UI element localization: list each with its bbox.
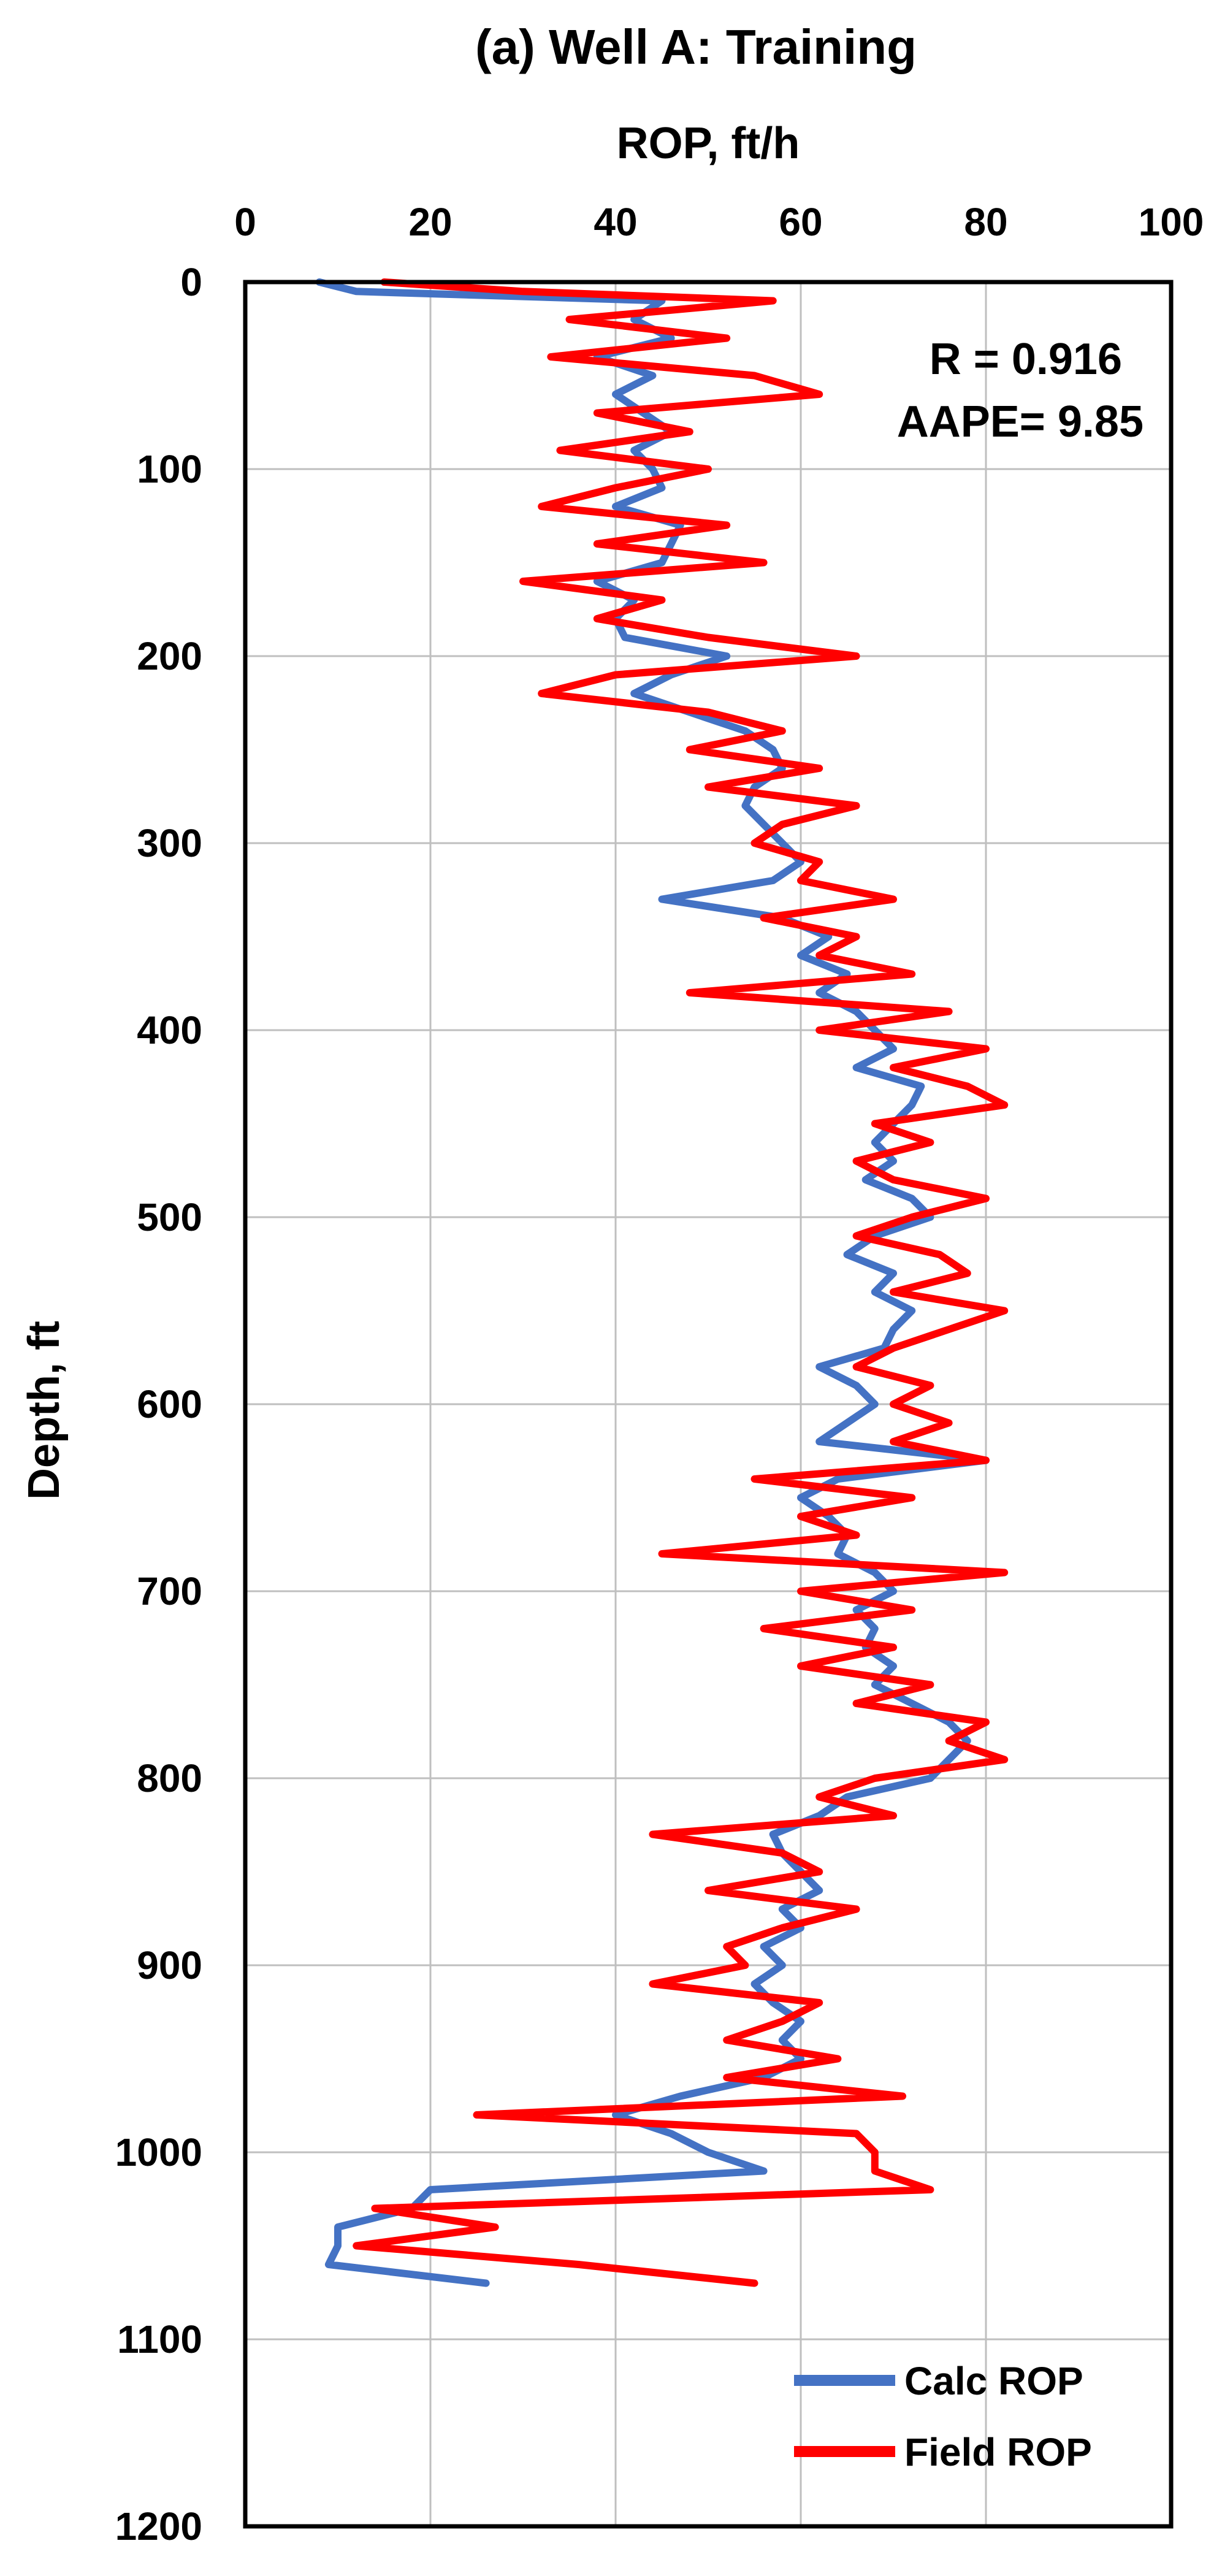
legend-label-calc-rop: Calc ROP <box>904 2359 1083 2403</box>
r-annotation: R = 0.916 <box>930 335 1122 384</box>
y-tick-label: 900 <box>137 1943 202 1987</box>
x-tick-labels: 0 20 40 60 80 100 <box>234 200 1204 244</box>
plot-frame <box>243 280 1174 2529</box>
y-tick-label: 400 <box>137 1008 202 1052</box>
grid-lines <box>245 282 1171 2526</box>
y-tick-label: 1200 <box>115 2504 202 2548</box>
legend: Calc ROP Field ROP <box>794 2359 1092 2474</box>
y-tick-label: 700 <box>137 1569 202 1613</box>
y-tick-labels: 0 100 200 300 400 500 600 700 800 900 1000 1100 1200 <box>115 260 202 2548</box>
x-axis-title: ROP, ft/h <box>617 119 800 168</box>
y-tick-label: 1100 <box>117 2317 202 2361</box>
x-tick-label: 60 <box>779 200 822 244</box>
y-tick-label: 800 <box>137 1756 202 1800</box>
x-tick-label: 80 <box>964 200 1007 244</box>
aape-annotation: AAPE= 9.85 <box>897 397 1144 446</box>
y-tick-label: 1000 <box>115 2130 202 2174</box>
legend-label-field-rop: Field ROP <box>904 2430 1092 2474</box>
x-tick-label: 40 <box>594 200 637 244</box>
y-tick-label: 200 <box>137 634 202 678</box>
y-tick-label: 600 <box>137 1382 202 1426</box>
y-tick-label: 100 <box>137 447 202 491</box>
x-tick-label: 20 <box>408 200 452 244</box>
x-tick-label: 0 <box>234 200 256 244</box>
series-line-calc-rop <box>315 278 990 2287</box>
x-tick-label: 100 <box>1139 200 1204 244</box>
chart-title: (a) Well A: Training <box>475 20 917 74</box>
y-tick-label: 500 <box>137 1195 202 1239</box>
y-axis-title: Depth, ft <box>20 1321 69 1500</box>
series-line-field-rop <box>353 278 1009 2287</box>
y-tick-label: 0 <box>180 260 202 304</box>
y-tick-label: 300 <box>137 821 202 865</box>
series-layer <box>315 278 1009 2287</box>
